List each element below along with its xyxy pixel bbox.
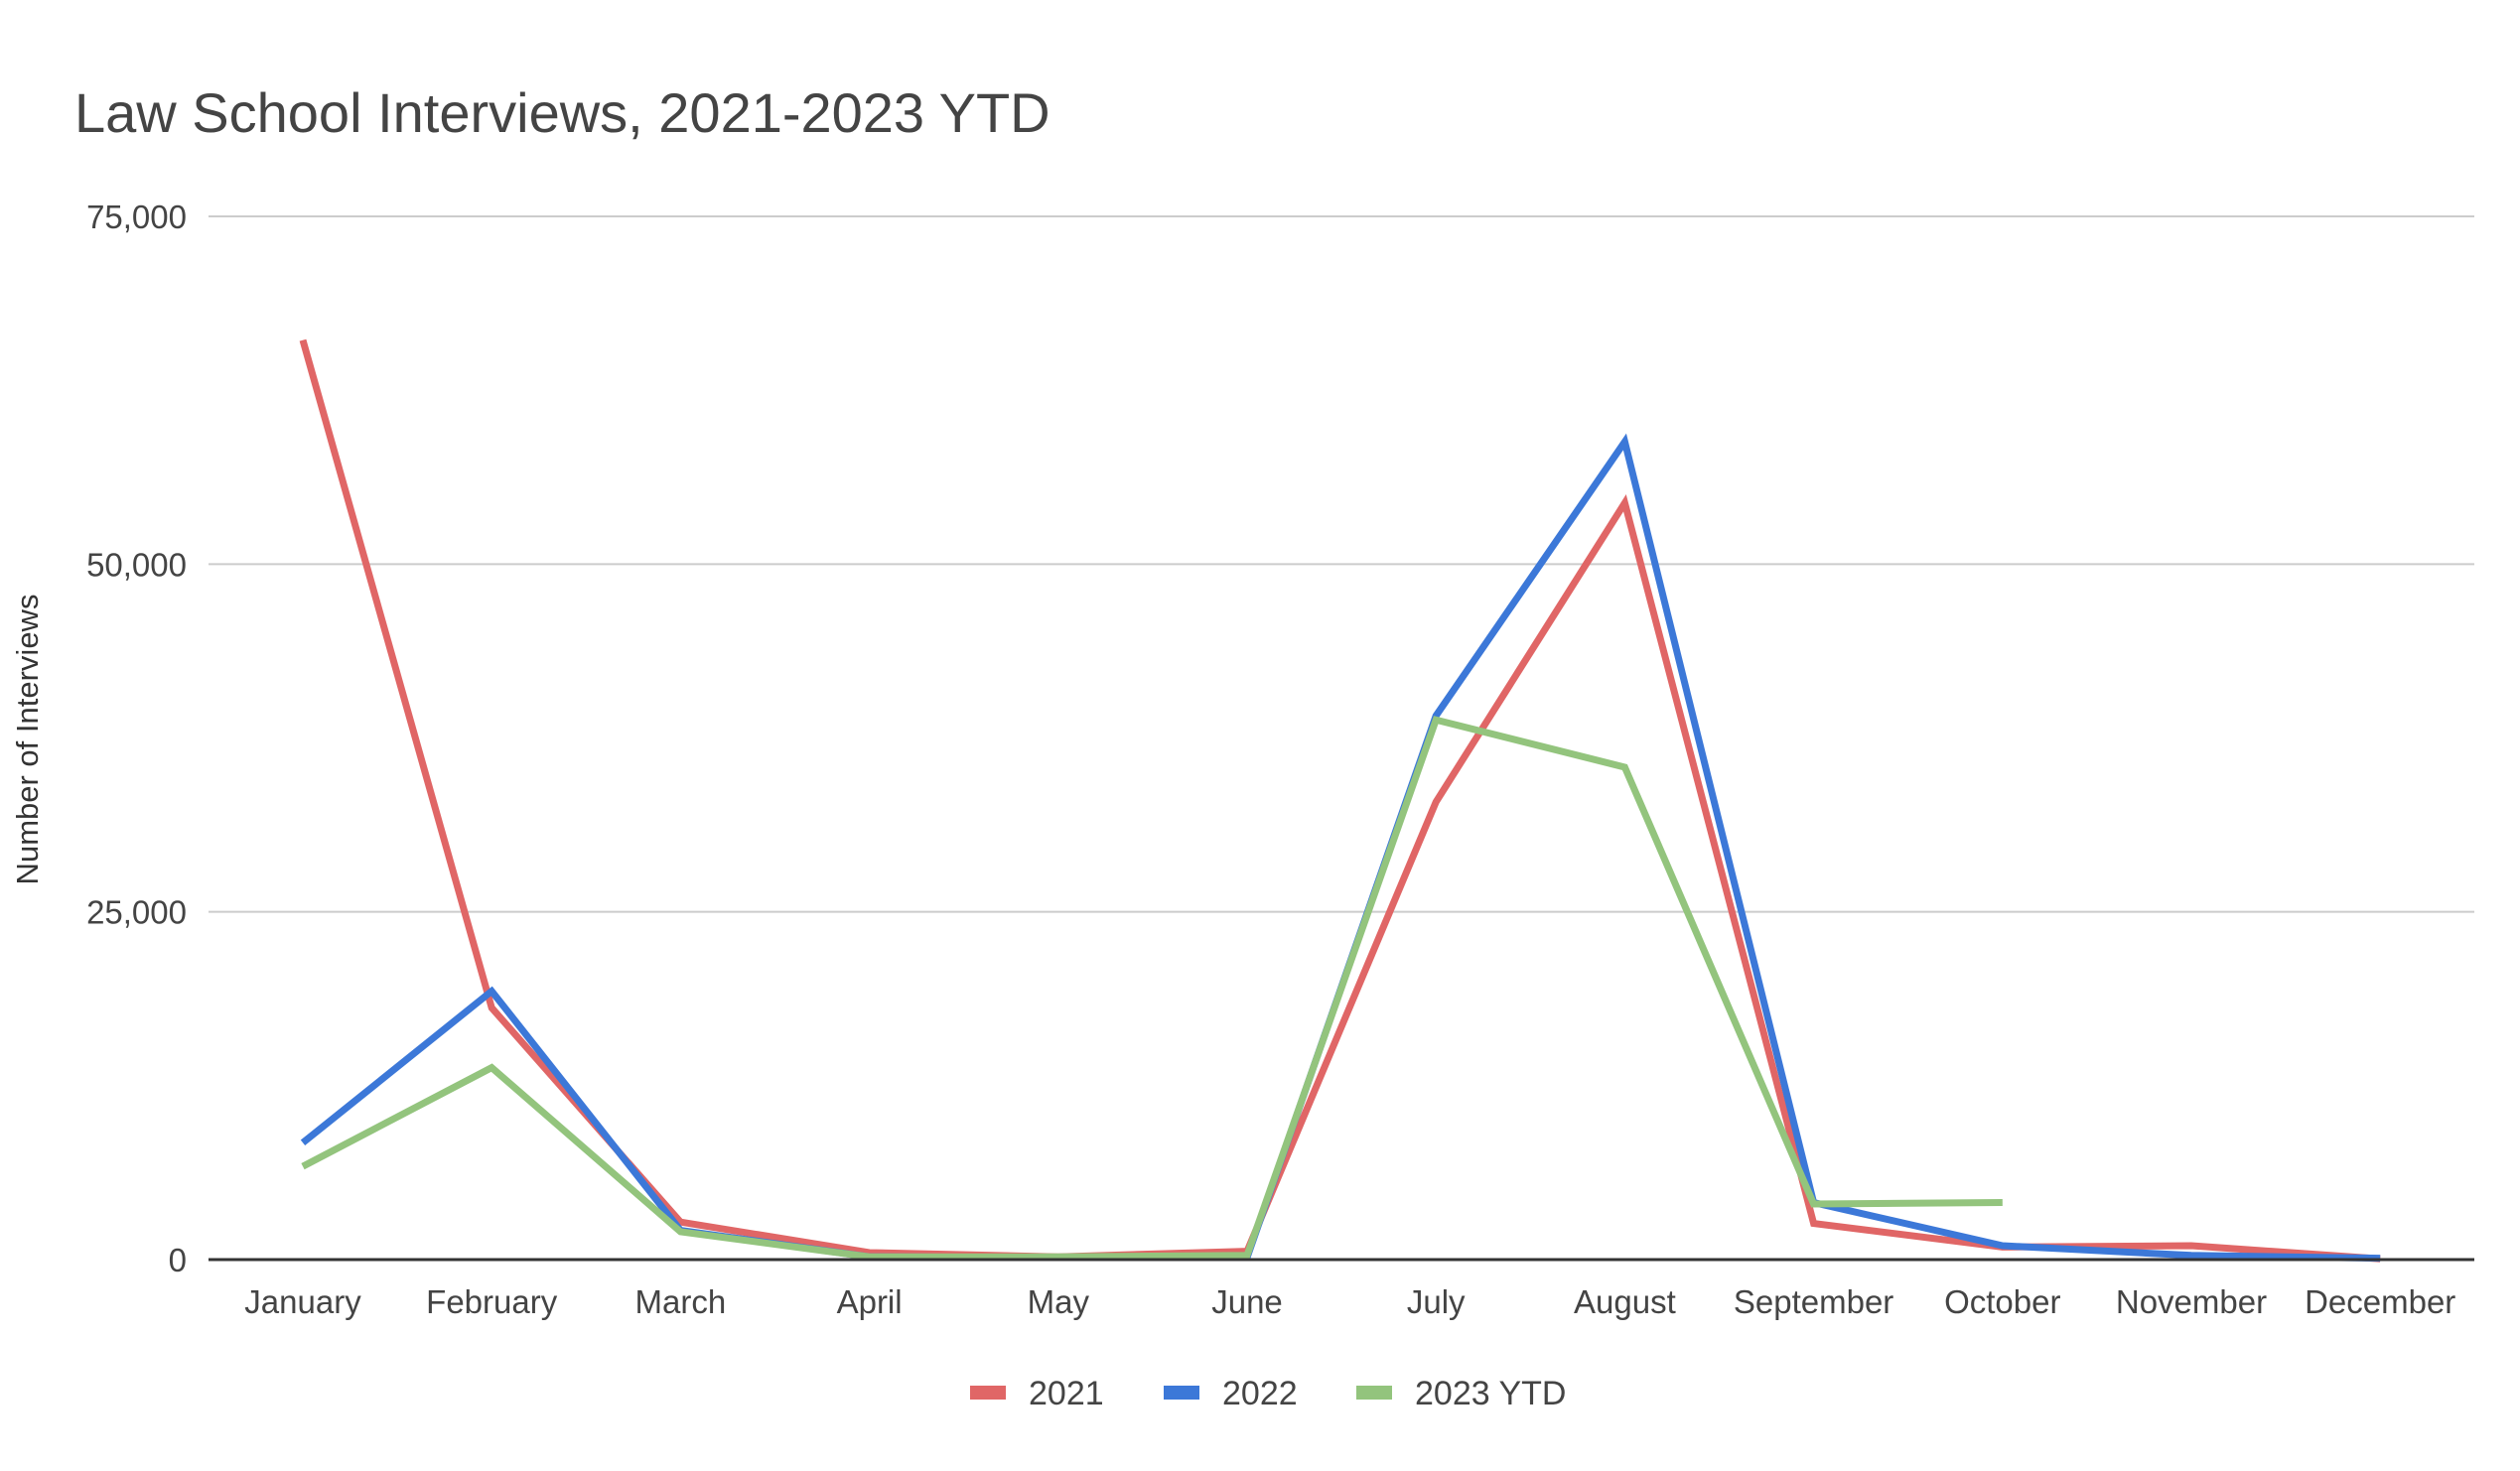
x-tick-label: March: [635, 1283, 727, 1320]
x-tick-label: May: [1028, 1283, 1090, 1320]
y-tick-label: 0: [169, 1242, 187, 1278]
legend-swatch: [1164, 1386, 1199, 1400]
x-tick-label: October: [1944, 1283, 2060, 1320]
y-tick-label: 50,000: [86, 546, 187, 583]
legend-label: 2022: [1222, 1375, 1298, 1412]
x-axis-ticks: January February March April May June July Augu…: [244, 1283, 2455, 1320]
y-tick-label: 75,000: [86, 199, 187, 235]
x-tick-label: September: [1734, 1283, 1893, 1320]
chart-title: Law School Interviews, 2021-2023 YTD: [74, 81, 1050, 144]
x-tick-label: February: [426, 1283, 558, 1320]
legend-swatch: [970, 1386, 1006, 1400]
legend-label: 2023 YTD: [1415, 1375, 1566, 1412]
series-line-2023-ytd: [301, 716, 2003, 1261]
series-lines: [299, 338, 2381, 1263]
gridlines: [209, 215, 2474, 913]
legend: 2021 2022 2023 YTD: [970, 1375, 1566, 1412]
x-tick-label: August: [1574, 1283, 1676, 1320]
y-axis-label: Number of Interviews: [10, 595, 45, 885]
x-tick-label: June: [1211, 1283, 1283, 1320]
legend-label: 2021: [1029, 1375, 1104, 1412]
x-tick-label: January: [244, 1283, 361, 1320]
y-tick-label: 25,000: [86, 894, 187, 931]
series-line-2021: [299, 338, 2381, 1263]
legend-swatch: [1356, 1386, 1392, 1400]
y-axis-ticks: 0 25,000 50,000 75,000: [86, 199, 187, 1278]
x-tick-label: December: [2305, 1283, 2455, 1320]
x-tick-label: July: [1407, 1283, 1466, 1320]
x-tick-label: April: [837, 1283, 903, 1320]
x-tick-label: November: [2116, 1283, 2267, 1320]
